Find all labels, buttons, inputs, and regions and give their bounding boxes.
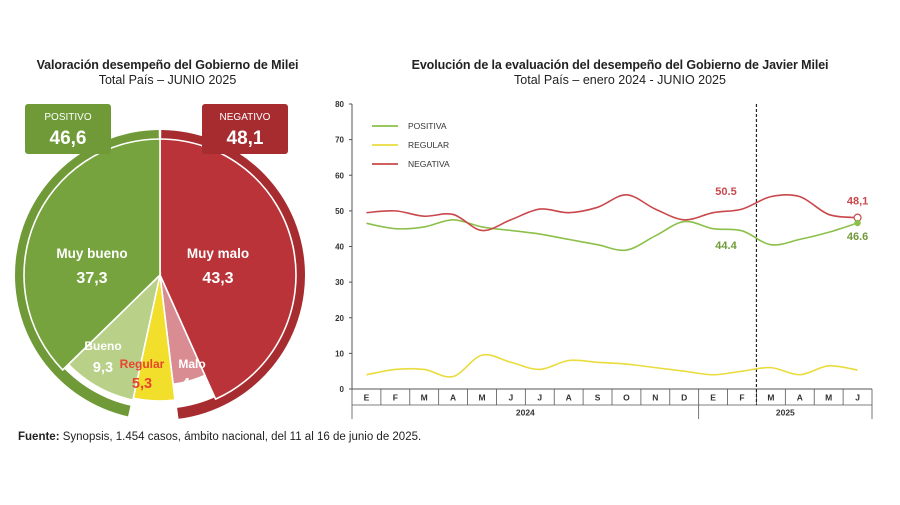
series-line-negativa: [366, 193, 858, 232]
slice-value-regular: 5,3: [132, 376, 152, 392]
series-line-regular: [366, 353, 858, 378]
source-label: Fuente:: [18, 431, 60, 443]
end-marker-positiva: [854, 219, 861, 227]
negativo-value: 48,1: [227, 128, 264, 149]
negativo-label: NEGATIVO: [220, 112, 271, 123]
x-tick-label: A: [797, 393, 803, 403]
x-tick-label: M: [478, 393, 485, 403]
y-tick-label: 50: [335, 207, 344, 216]
positivo-box: [25, 104, 111, 154]
positivo-label: POSITIVO: [44, 112, 91, 123]
legend-label-positiva: POSITIVA: [408, 121, 447, 131]
y-tick-label: 80: [335, 100, 344, 109]
pie-subtitle: Total País – JUNIO 2025: [98, 73, 237, 87]
negativo-box: [202, 104, 288, 154]
series-line-positiva: [366, 218, 858, 252]
x-tick-label: J: [855, 393, 860, 403]
y-tick-label: 70: [335, 136, 344, 145]
x-tick-label: M: [421, 393, 428, 403]
x-tick-label: S: [595, 393, 601, 403]
pie-title: Valoración desempeño del Gobierno de Mil…: [36, 58, 299, 72]
year-label: 2024: [516, 408, 535, 418]
annotation-label: 48,1: [847, 196, 868, 208]
x-tick-label: F: [393, 393, 398, 403]
positivo-value: 46,6: [50, 128, 87, 149]
annotation-label: 46.6: [847, 231, 868, 243]
slice-value-bueno: 9,3: [93, 360, 113, 376]
x-tick-label: M: [767, 393, 774, 403]
y-tick-label: 10: [335, 349, 344, 358]
pie-chart: Muy malo 43,3 Malo 4,8 Regular 5,3 Bueno 9,3 Muy…: [15, 104, 305, 419]
x-tick-label: O: [623, 393, 630, 403]
x-tick-label: D: [681, 393, 687, 403]
line-subtitle: Total País – enero 2024 - JUNIO 2025: [514, 73, 726, 87]
x-tick-label: J: [537, 393, 542, 403]
year-label: 2025: [776, 408, 795, 418]
x-tick-label: F: [739, 393, 744, 403]
line-header: Evolución de la evaluación del desempeño…: [340, 58, 900, 87]
y-tick-label: 20: [335, 314, 344, 323]
legend-label-regular: REGULAR: [408, 140, 449, 150]
x-tick-label: E: [710, 393, 716, 403]
slice-label-muy-bueno: Muy bueno: [56, 246, 127, 261]
y-tick-label: 30: [335, 278, 344, 287]
y-tick-label: 60: [335, 171, 344, 180]
x-tick-label: A: [450, 393, 456, 403]
pie-slice-muy-bueno: [23, 138, 161, 372]
x-tick-label: M: [825, 393, 832, 403]
x-tick-label: J: [509, 393, 514, 403]
legend-label-negativa: NEGATIVA: [408, 159, 450, 169]
slice-label-bueno: Bueno: [84, 339, 121, 353]
y-tick-label: 0: [340, 385, 345, 394]
annotation-label: 44.4: [715, 240, 737, 252]
annotation-label: 50.5: [715, 186, 736, 198]
source-text: Synopsis, 1.454 casos, ámbito nacional, …: [62, 431, 422, 443]
slice-label-muy-malo: Muy malo: [187, 246, 249, 261]
pie-header: Valoración desempeño del Gobierno de Mil…: [20, 58, 315, 87]
slice-value-malo: 4,8: [182, 376, 202, 392]
slice-label-malo: Malo: [178, 357, 205, 371]
x-tick-label: A: [566, 393, 572, 403]
source-note: Fuente: Synopsis, 1.454 casos, ámbito na…: [18, 431, 421, 443]
slice-value-muy-malo: 43,3: [202, 270, 233, 287]
x-tick-label: N: [652, 393, 658, 403]
slice-value-muy-bueno: 37,3: [76, 270, 107, 287]
y-tick-label: 40: [335, 243, 344, 252]
line-title: Evolución de la evaluación del desempeño…: [411, 58, 829, 72]
slice-label-regular: Regular: [120, 357, 165, 371]
x-tick-label: E: [364, 393, 370, 403]
